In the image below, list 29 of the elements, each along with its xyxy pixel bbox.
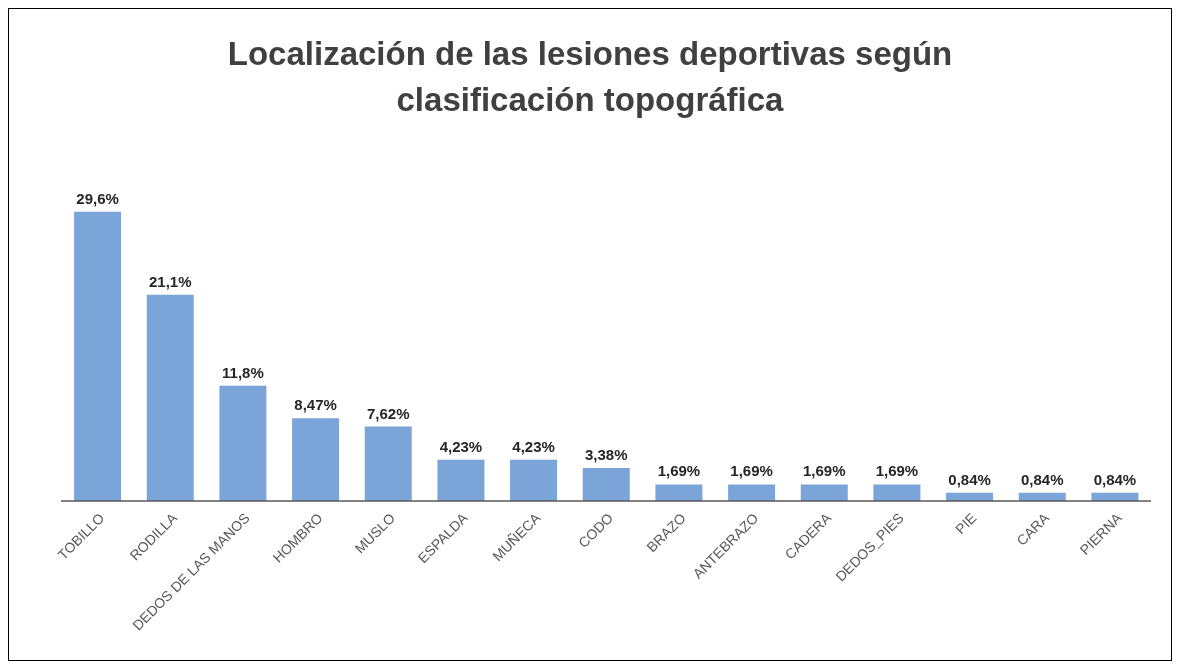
bar: [873, 484, 921, 501]
bar: [219, 385, 267, 501]
bar: [655, 484, 703, 501]
bar: [74, 211, 122, 501]
data-label: 8,47%: [294, 396, 337, 414]
data-label: 0,84%: [1020, 470, 1064, 488]
x-tick-label: PIE: [952, 509, 980, 538]
bar: [510, 459, 558, 501]
data-label: 1,69%: [802, 462, 846, 480]
bar: [364, 426, 412, 501]
data-label: 0,84%: [948, 470, 991, 488]
bar: [437, 459, 485, 501]
bar: [146, 294, 194, 501]
chart-title: Localización de las lesiones deportivas según clasificación topográfica: [226, 34, 954, 120]
data-label: 7,62%: [366, 404, 410, 422]
bar: [728, 484, 776, 501]
bar: [292, 418, 340, 501]
data-label: 1,69%: [730, 462, 773, 480]
data-label: 11,8%: [222, 363, 264, 381]
data-label: 4,23%: [439, 437, 483, 455]
bar: [582, 467, 630, 501]
data-label: 1,69%: [875, 462, 919, 480]
data-label: 1,69%: [657, 462, 701, 480]
data-label: 21,1%: [148, 272, 192, 290]
bar: [800, 484, 848, 501]
data-label: 4,23%: [512, 437, 555, 455]
data-label: 3,38%: [584, 445, 628, 463]
data-label: 29,6%: [76, 189, 119, 207]
data-label: 0,84%: [1093, 470, 1137, 488]
